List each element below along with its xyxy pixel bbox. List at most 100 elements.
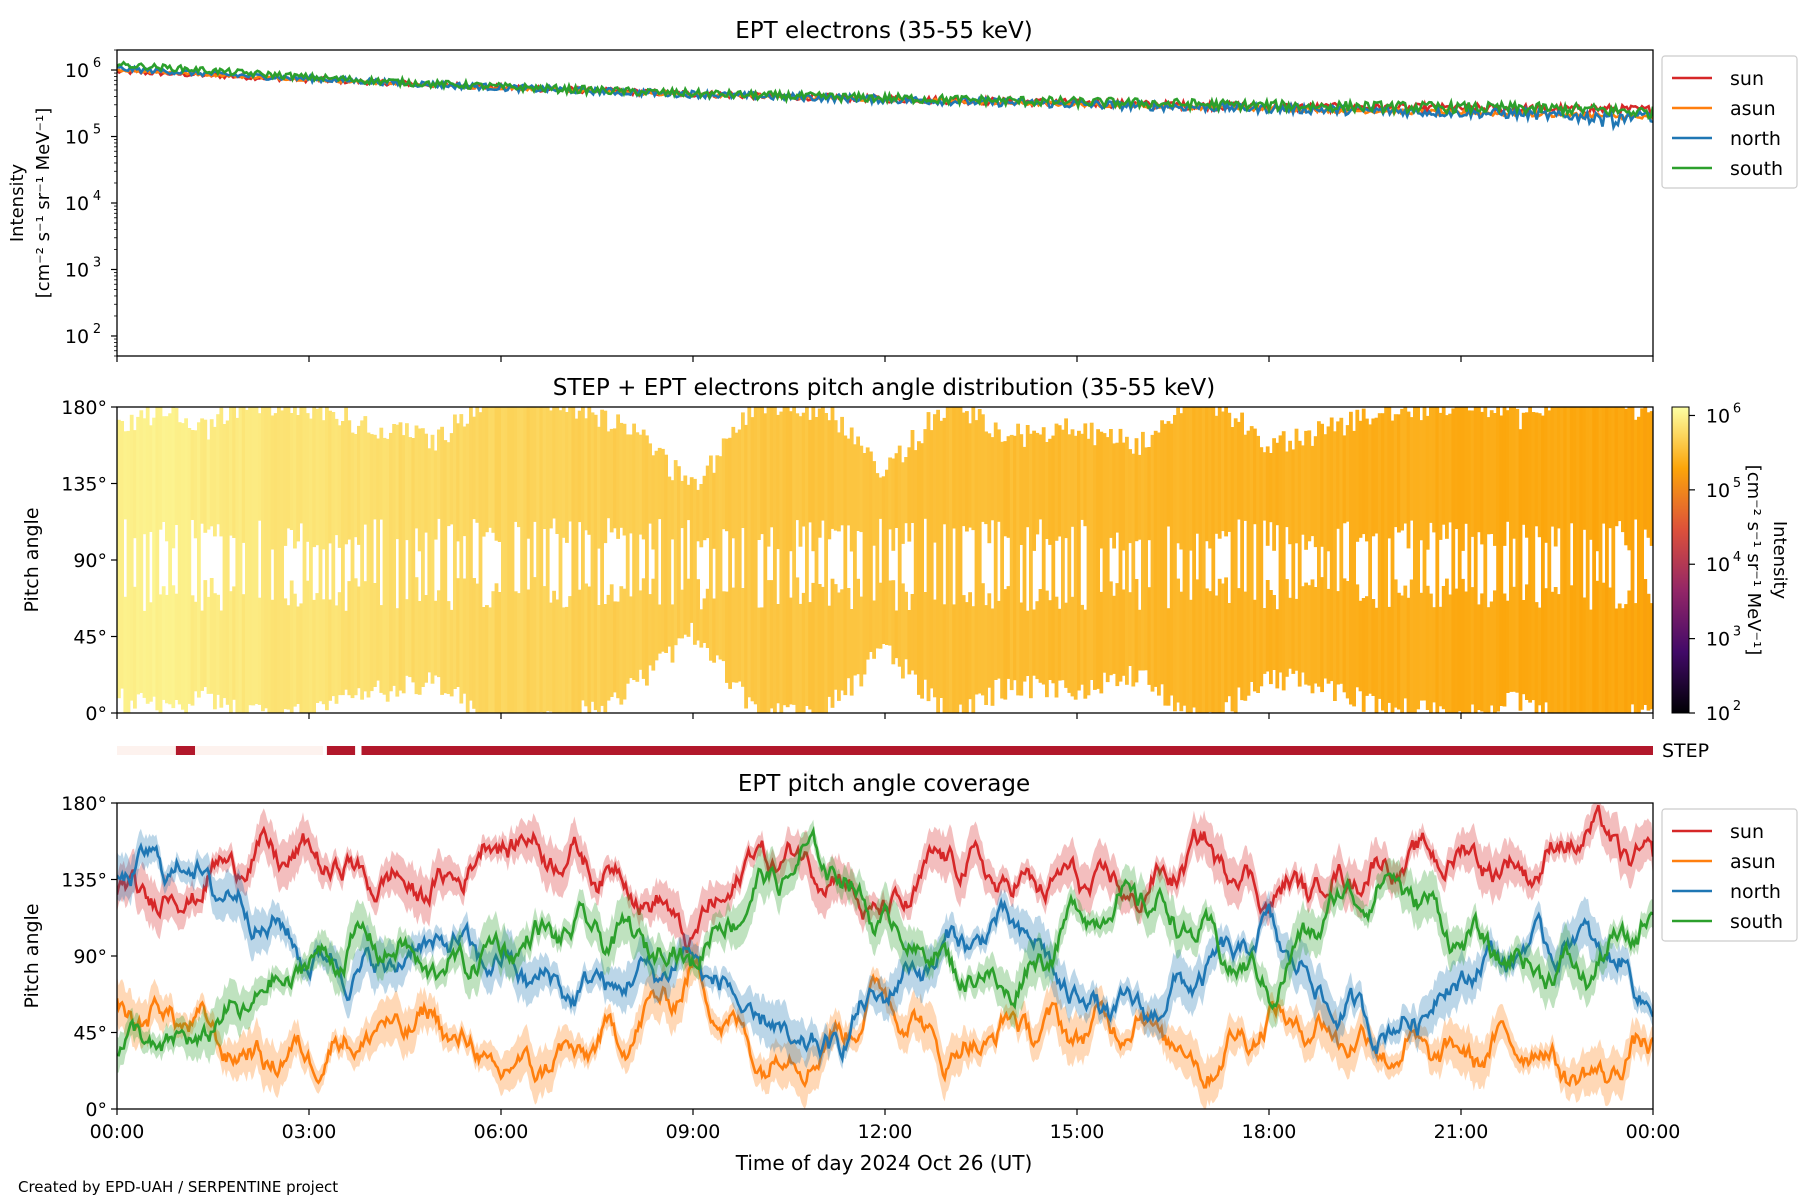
pad-heat-cell	[1038, 589, 1043, 683]
pad-heat-cell	[1201, 407, 1206, 713]
pad-heat-cell	[1089, 422, 1094, 680]
pad-heat-cell	[859, 445, 864, 533]
pad-heat-cell	[718, 456, 723, 660]
pad-heat-cell	[200, 610, 204, 691]
pad-heat-cell	[1502, 407, 1507, 546]
intensity-legend: sun asun north south	[1661, 55, 1798, 189]
pad-heat-cell	[200, 418, 204, 524]
pad-heat-cell	[437, 429, 441, 519]
pad-heat-cell	[1214, 415, 1219, 534]
pad-heat-cell	[1333, 431, 1337, 701]
pad-heat-cell	[888, 580, 892, 646]
pad-heat-cell	[206, 596, 211, 694]
pad-heat-cell	[1377, 413, 1382, 699]
pad-heat-cell	[881, 476, 886, 644]
intensity-legend-frame	[1661, 55, 1798, 189]
pad-heat-cell	[827, 605, 832, 697]
pad-heat-cell	[427, 448, 432, 673]
colorbar-tick-exponent: 2	[1733, 699, 1741, 714]
pad-heat-cell	[513, 591, 518, 713]
pad-heat-cell	[1531, 412, 1536, 701]
pad-heat-cell	[1000, 441, 1004, 699]
colorbar-tick-label: 10	[1706, 405, 1730, 427]
pad-heat-cell	[1057, 425, 1062, 537]
pad-heat-cell	[728, 437, 732, 689]
pad-heat-cell	[821, 407, 825, 521]
pad-heat-cell	[225, 420, 230, 705]
colorbar-tick-label: 10	[1706, 480, 1730, 502]
pad-heat-cell	[1544, 588, 1548, 703]
pad-heat-cell	[363, 581, 368, 692]
pad-heat-cell	[229, 591, 233, 713]
pad-heat-cell	[1157, 432, 1161, 696]
pad-heat-cell	[1441, 586, 1446, 710]
pad-heat-cell	[264, 407, 268, 709]
pad-heat-cell	[670, 604, 675, 663]
pad-heatmap-cells	[117, 407, 1653, 713]
pad-heat-cell	[1173, 415, 1177, 712]
pad-heat-cell	[926, 412, 931, 702]
pad-heat-cell	[830, 578, 835, 708]
pad-heat-cell	[552, 407, 556, 519]
pad-heat-cell	[261, 407, 265, 712]
pad-heat-cell	[1077, 430, 1081, 691]
pad-heat-cell	[133, 586, 137, 709]
pad-heat-cell	[1422, 407, 1427, 701]
pad-heat-cell	[142, 610, 147, 698]
pad-heat-cell	[273, 413, 278, 713]
pad-heat-cell	[1493, 590, 1497, 713]
pad-heat-cell	[1016, 423, 1020, 696]
pad-heat-cell	[1630, 407, 1635, 705]
pad-heat-cell	[901, 462, 905, 544]
pad-heat-cell	[494, 407, 499, 541]
pad-heat-cell	[1355, 584, 1360, 688]
pad-heat-cell	[1003, 441, 1008, 537]
colorbar-label-units: [cm⁻² s⁻¹ sr⁻¹ MeV⁻¹]	[1743, 465, 1764, 656]
pad-heat-cell	[910, 430, 915, 523]
pad-heat-cell	[1035, 432, 1040, 535]
pad-heat-cell	[1601, 407, 1606, 524]
coverage-y-label: Pitch angle	[21, 903, 43, 1008]
pad-heat-cell	[1297, 440, 1302, 687]
pad-heat-cell	[933, 599, 937, 698]
pad-heat-cell	[1217, 578, 1222, 713]
pad-heat-cell	[933, 414, 937, 543]
pad-heat-cell	[1448, 413, 1452, 523]
pad-heat-cell	[1345, 581, 1350, 699]
coverage-line-asun	[117, 953, 1653, 1089]
pad-heat-cell	[689, 477, 694, 623]
pad-heat-cell	[1413, 407, 1417, 713]
pad-heat-cell	[1617, 603, 1622, 713]
pad-heat-cell	[472, 578, 476, 709]
pad-heat-cell	[613, 601, 617, 693]
pad-heat-cell	[817, 408, 822, 538]
pad-heat-cell	[321, 599, 326, 705]
pad-heat-cell	[1169, 423, 1174, 696]
pad-heat-cell	[1429, 593, 1433, 713]
coverage-x-tick-label: 18:00	[1242, 1121, 1297, 1143]
pad-heat-cell	[888, 457, 892, 530]
pad-heat-cell	[587, 586, 592, 713]
pad-heat-cell	[702, 598, 707, 643]
pad-heat-cell	[1403, 585, 1408, 699]
pad-heat-cell	[1627, 590, 1632, 713]
pad-heat-cell	[1147, 587, 1152, 685]
pad-heat-cell	[1144, 447, 1148, 671]
pad-heat-cell	[1499, 415, 1504, 706]
pad-heat-cell	[824, 413, 828, 713]
pad-heat-cell	[1368, 424, 1372, 694]
pad-heat-cell	[1512, 407, 1516, 539]
pad-heat-cell	[296, 415, 300, 542]
pad-heat-cell	[789, 411, 793, 552]
pad-heat-cell	[891, 458, 896, 551]
pad-heat-cell	[904, 457, 908, 524]
pad-heat-cell	[1179, 591, 1184, 712]
pad-heat-cell	[680, 480, 684, 529]
pad-heat-cell	[302, 407, 307, 713]
pad-heat-cell	[392, 424, 396, 686]
pad-heat-cell	[677, 466, 681, 639]
pad-heat-cell	[1624, 408, 1628, 546]
pad-heat-cell	[232, 586, 236, 700]
